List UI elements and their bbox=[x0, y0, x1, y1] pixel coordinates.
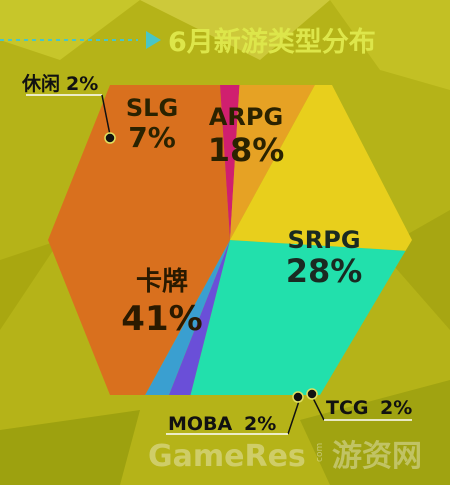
slice-label-kapai: 卡牌 bbox=[136, 266, 188, 297]
watermark-suffix: 游资网 bbox=[332, 439, 422, 474]
callout-label-tcg: TCG bbox=[326, 397, 369, 419]
callout-value-xiuxian: 2% bbox=[66, 73, 98, 95]
pie-slice-4 bbox=[220, 85, 240, 240]
pie-slice-0 bbox=[190, 240, 406, 395]
callout-value-tcg: 2% bbox=[380, 397, 412, 419]
watermark-com: com bbox=[315, 443, 325, 462]
slice-label-srpg: SRPG bbox=[287, 226, 360, 254]
slice-value-kapai: 41% bbox=[121, 299, 202, 339]
slice-value-slg: 7% bbox=[128, 121, 176, 154]
callout-label-moba: MOBA bbox=[168, 413, 233, 435]
callout-label-xiuxian: 休闲 bbox=[21, 72, 60, 95]
chart-title-group: 6月新游类型分布 bbox=[0, 26, 376, 58]
slice-value-srpg: 28% bbox=[286, 252, 363, 290]
slice-label-arpg: ARPG bbox=[209, 103, 283, 131]
watermark-brand: GameRes bbox=[148, 439, 306, 474]
watermark: GameRes com 游资网 bbox=[148, 439, 422, 474]
callout-moba: MOBA 2% bbox=[166, 391, 304, 435]
pie-slice-6 bbox=[230, 85, 412, 251]
slice-value-arpg: 18% bbox=[208, 131, 285, 169]
title-arrow-icon bbox=[146, 31, 161, 49]
slice-label-slg: SLG bbox=[126, 94, 178, 122]
chart-title: 6月新游类型分布 bbox=[168, 26, 376, 58]
callout-xiuxian: 休闲 2% bbox=[21, 72, 116, 144]
pie-slices bbox=[48, 85, 412, 395]
callout-tcg: TCG 2% bbox=[306, 388, 412, 421]
pie-slice-5 bbox=[230, 85, 315, 240]
callout-value-moba: 2% bbox=[244, 413, 276, 435]
pie-slice-3 bbox=[48, 85, 230, 395]
